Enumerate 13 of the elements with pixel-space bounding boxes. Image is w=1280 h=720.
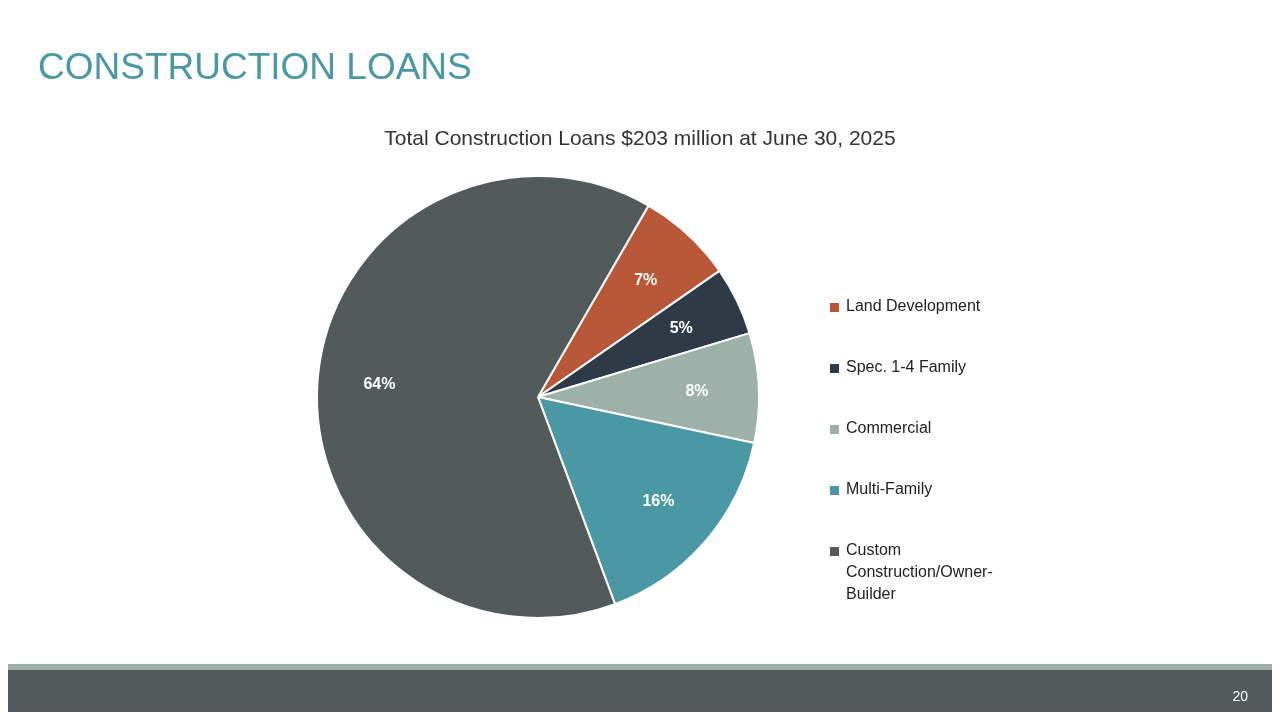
legend-label: Multi-Family: [846, 479, 933, 499]
data-label: 64%: [363, 375, 396, 393]
legend-label: Land Development: [846, 296, 981, 316]
chart-title: CONSTRUCTION LOANS: [38, 46, 472, 88]
chart-subtitle: Total Construction Loans $203 million at June 30, 2025: [383, 126, 897, 150]
legend-label: Custom Construction/Owner-Builder: [846, 540, 994, 604]
data-label: 5%: [669, 319, 693, 337]
data-label: 8%: [685, 381, 709, 399]
data-label: 16%: [642, 492, 675, 510]
data-label: 7%: [634, 271, 658, 289]
legend-label: Commercial: [846, 418, 932, 438]
legend-label: Spec. 1-4 Family: [846, 357, 967, 377]
text: 20: [1232, 688, 1248, 704]
